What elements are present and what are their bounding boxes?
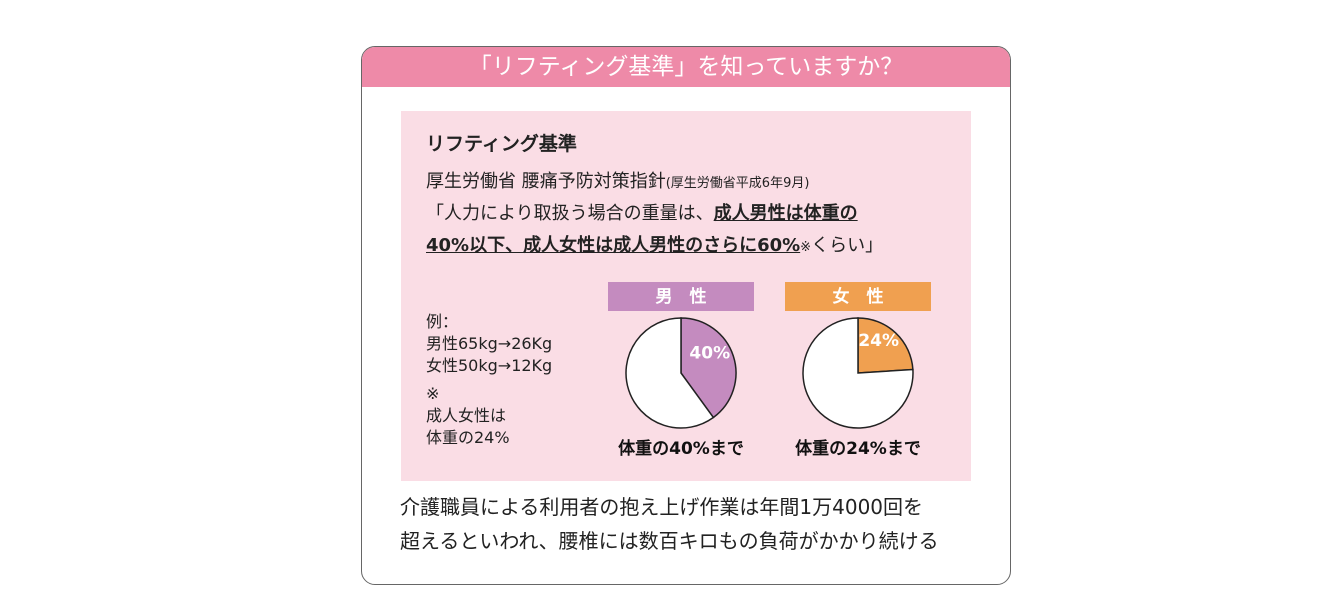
note: 体重の24%	[426, 428, 510, 447]
source: 厚生労働省 腰痛予防対策指針(厚生労働省平成6年9月)	[426, 167, 809, 193]
rule-end: くらい」	[811, 235, 884, 256]
pie-title: 女 性	[833, 286, 884, 307]
pie-title: 男 性	[656, 286, 707, 307]
pie-caption: 体重の40%まで	[618, 438, 744, 459]
rule-mark: ※	[800, 240, 812, 255]
note: 女性50kg→12Kg	[426, 356, 553, 375]
notes: 例： 男性65kg→26Kg 女性50kg→12Kg ※ 成人女性は体重の24%	[426, 311, 552, 449]
note: ※	[426, 384, 440, 403]
rule-line: 「人力により取扱う場合の重量は、成人男性は体重の	[426, 199, 858, 225]
pie-slice	[625, 317, 715, 429]
footer-line: 介護職員による利用者の抱え上げ作業は年間1万4000回を	[400, 495, 924, 519]
note: 例：	[426, 312, 459, 331]
pie-caption: 体重の24%まで	[795, 438, 921, 459]
note: 男性65kg→26Kg	[426, 334, 553, 353]
card: 「リフティング基準」を知っていますか？ リフティング基準 厚生労働省 腰痛予防対…	[361, 46, 1011, 585]
rule-start: 「人力により取扱う場合の重量は、	[426, 203, 714, 224]
footer-line: 超えるといわれ、腰椎には数百キロもの負荷がかかり続ける	[400, 529, 939, 553]
rule-line: 40%以下、成人女性は成人男性のさらに60%※くらい」	[426, 231, 883, 257]
note: 成人女性は	[426, 406, 507, 425]
pie-slice	[857, 317, 914, 374]
pie-header	[608, 282, 754, 311]
box-heading: リフティング基準	[426, 133, 577, 155]
pie-charts: 男 性 40% 体重の40%まで 女 性 24% 体重の24%まで	[608, 282, 931, 459]
pie-slice	[680, 317, 737, 419]
data-label: 40%	[689, 344, 730, 364]
card-title: 「リフティング基準」を知っていますか？	[362, 47, 1010, 87]
data-label: 24%	[858, 331, 899, 351]
source-name: 厚生労働省 腰痛予防対策指針	[426, 171, 666, 192]
source-note: (厚生労働省平成6年9月)	[665, 176, 810, 191]
pie-slice	[802, 317, 914, 429]
rule-bold: 成人男性は体重の	[713, 203, 858, 224]
rule-bold: 40%以下、成人女性は成人男性のさらに60%	[426, 235, 801, 256]
pie-header	[785, 282, 931, 311]
